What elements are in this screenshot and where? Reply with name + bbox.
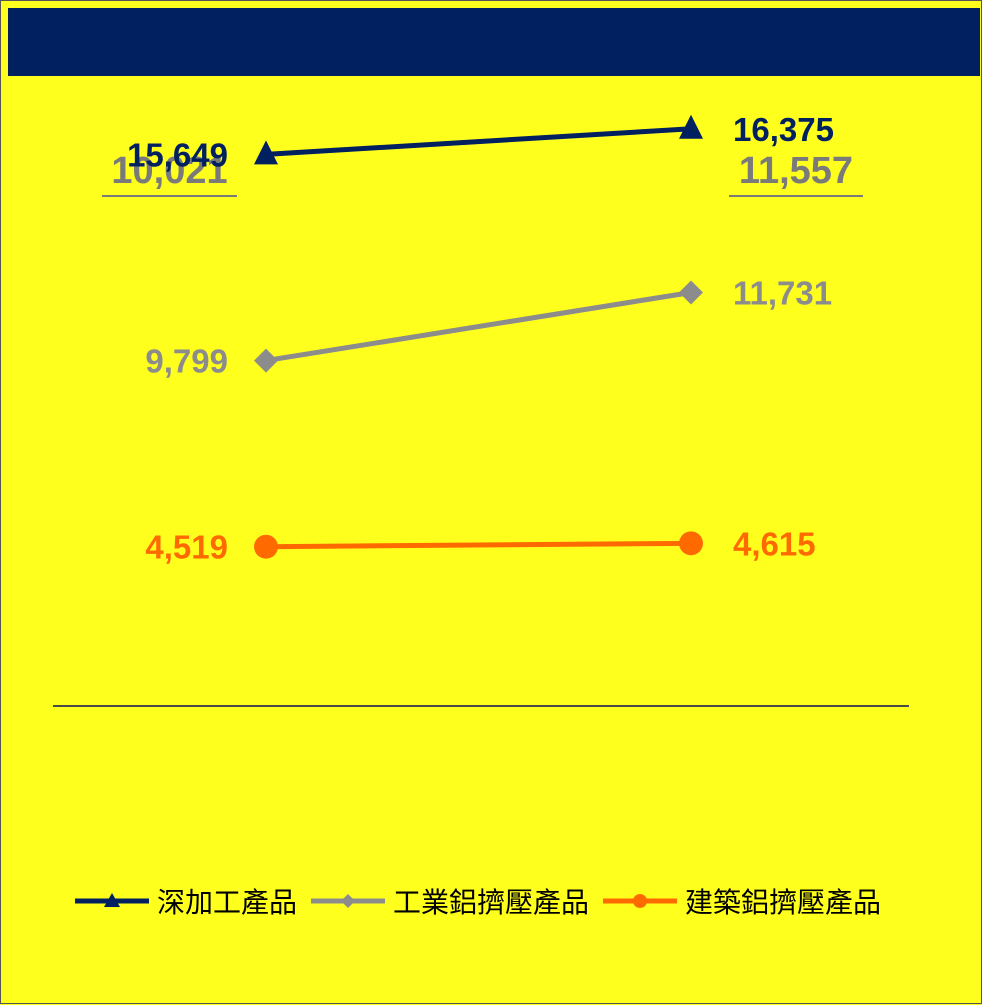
legend-swatch-2 (311, 894, 386, 908)
data-label-3-2: 4,615 (733, 525, 816, 562)
data-point-3-1 (254, 534, 278, 559)
legend-label-2: 工業鋁擠壓產品 (393, 886, 590, 919)
header-band (8, 8, 980, 76)
series-line-3 (265, 540, 692, 550)
series-line-2 (265, 290, 692, 364)
legend-item-2: 工業鋁擠壓產品 (309, 881, 589, 921)
legend: 深加工產品 工業鋁擠壓產品 建築鋁擠壓產品 (73, 881, 893, 921)
data-point-1-1 (254, 140, 278, 165)
legend-label-3: 建築鋁擠壓產品 (685, 886, 882, 919)
data-label-1-2: 16,375 (733, 111, 834, 148)
data-label-1-1: 15,649 (127, 136, 228, 173)
legend-swatch-3 (603, 894, 678, 908)
data-point-2-2 (679, 280, 703, 305)
data-label-3-1: 4,519 (145, 529, 228, 566)
data-label-2-1: 9,799 (145, 343, 228, 380)
legend-label-1: 深加工產品 (157, 886, 298, 919)
data-point-3-2 (679, 531, 703, 556)
total-label-right: 11,557 (729, 151, 863, 197)
legend-item-1: 深加工產品 (73, 881, 297, 921)
data-label-2-2: 11,731 (733, 274, 832, 311)
legend-swatch-1 (75, 893, 149, 907)
legend-item-3: 建築鋁擠壓產品 (601, 881, 881, 921)
series-line-1 (265, 126, 692, 157)
total-label-left: 10,021 (102, 151, 237, 197)
data-point-1-2 (679, 114, 703, 139)
data-point-2-1 (254, 348, 278, 373)
